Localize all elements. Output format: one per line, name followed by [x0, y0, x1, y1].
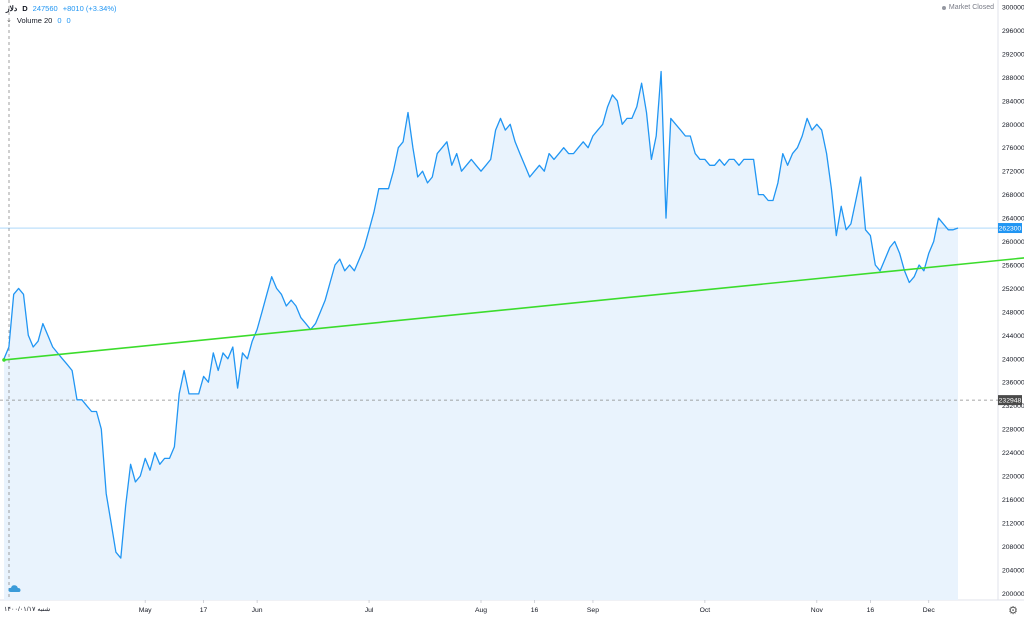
- y-tick-label: 220000: [1002, 474, 1024, 481]
- trend-line-start-handle[interactable]: [2, 358, 6, 362]
- date-label: شنبه ۱۴۰۰/۰۱/۱۷: [4, 606, 51, 613]
- crosshair-price-badge-bg: [998, 395, 1022, 406]
- y-tick-label: 260000: [1002, 239, 1024, 246]
- y-tick-label: 264000: [1002, 216, 1024, 223]
- x-tick-label: 16: [531, 607, 539, 614]
- y-tick-label: 248000: [1002, 309, 1024, 316]
- current-price-badge-text: 262300: [999, 226, 1022, 233]
- y-tick-label: 276000: [1002, 145, 1024, 152]
- y-tick-label: 300000: [1002, 5, 1024, 12]
- x-tick-label: Oct: [700, 607, 711, 614]
- volume-label[interactable]: Volume 20: [16, 16, 53, 25]
- y-tick-label: 272000: [1002, 169, 1024, 176]
- y-tick-label: 252000: [1002, 286, 1024, 293]
- price-change: +8010 (+3.34%): [62, 4, 117, 13]
- market-status: Market Closed: [941, 4, 994, 11]
- symbol-name[interactable]: دلار: [6, 4, 18, 13]
- interval-label[interactable]: D: [22, 4, 28, 13]
- chart-legend: دلار D 247560 +8010 (+3.34%) ⌄ Volume 20…: [6, 3, 117, 27]
- x-tick-label: 17: [200, 607, 208, 614]
- x-tick-label: Sep: [587, 607, 599, 614]
- x-tick-label: Jul: [365, 607, 374, 614]
- cloud-logo-icon[interactable]: [8, 584, 21, 593]
- x-tick-label: 16: [867, 607, 875, 614]
- y-tick-label: 240000: [1002, 356, 1024, 363]
- y-tick-label: 200000: [1002, 591, 1024, 598]
- trend-line[interactable]: [3, 228, 1024, 361]
- volume-value-2: 0: [66, 16, 71, 25]
- price-area: [4, 71, 958, 600]
- current-price-badge-bg: [998, 223, 1022, 234]
- gear-icon[interactable]: ⚙: [1008, 605, 1018, 617]
- y-tick-label: 208000: [1002, 544, 1024, 551]
- x-tick-label: Nov: [811, 607, 824, 614]
- legend-volume-row: ⌄ Volume 20 0 0: [6, 15, 117, 27]
- volume-value-1: 0: [57, 16, 62, 25]
- x-tick-label: Aug: [475, 607, 487, 614]
- price-series-line[interactable]: [3, 70, 959, 559]
- y-tick-label: 280000: [1002, 122, 1024, 129]
- y-tick-label: 292000: [1002, 51, 1024, 58]
- y-tick-label: 216000: [1002, 497, 1024, 504]
- market-status-label: Market Closed: [948, 4, 994, 11]
- status-dot-icon: [941, 5, 946, 10]
- y-tick-label: 288000: [1002, 75, 1024, 82]
- y-tick-label: 228000: [1002, 427, 1024, 434]
- x-tick-label: Dec: [923, 607, 936, 614]
- x-tick-label: Jun: [252, 607, 263, 614]
- y-tick-label: 244000: [1002, 333, 1024, 340]
- last-price: 247560: [32, 4, 58, 13]
- x-tick-label: May: [139, 607, 152, 614]
- y-tick-label: 268000: [1002, 192, 1024, 199]
- crosshair-price-badge-text: 232948: [999, 398, 1022, 405]
- y-tick-label: 256000: [1002, 262, 1024, 269]
- y-tick-label: 212000: [1002, 520, 1024, 527]
- y-tick-label: 224000: [1002, 450, 1024, 457]
- legend-main-row: دلار D 247560 +8010 (+3.34%): [6, 3, 117, 15]
- y-tick-label: 204000: [1002, 567, 1024, 574]
- y-tick-label: 232000: [1002, 403, 1024, 410]
- y-tick-label: 296000: [1002, 28, 1024, 35]
- y-tick-label: 236000: [1002, 380, 1024, 387]
- y-tick-label: 284000: [1002, 98, 1024, 105]
- chevron-down-icon[interactable]: ⌄: [6, 17, 12, 24]
